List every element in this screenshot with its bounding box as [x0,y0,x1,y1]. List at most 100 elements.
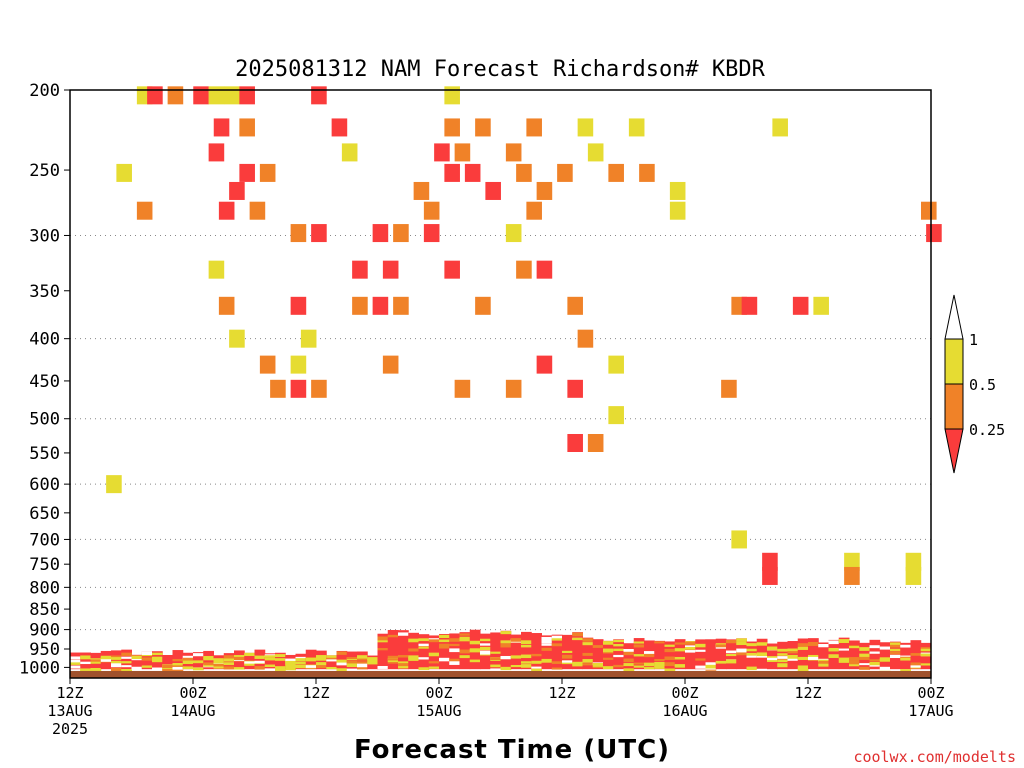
band-stripe [80,661,91,665]
heat-cell [218,201,235,220]
band-stripe [418,667,430,671]
band-stripe [664,648,676,653]
y-tick-label: 950 [29,640,60,660]
band-stripe [623,658,635,663]
band-stripe [654,658,665,662]
band-stripe [377,639,389,643]
band-stripe [111,667,122,672]
band-stripe [377,636,389,641]
band-stripe [654,661,665,666]
heat-cell [639,163,655,182]
band-cell [541,635,553,670]
band-stripe [213,659,225,664]
band-stripe [449,661,460,665]
heat-cell [669,201,686,220]
band-stripe [828,640,840,645]
band-stripe [541,636,553,641]
band-stripe [746,652,758,656]
band-stripe [141,651,153,656]
heat-cell [352,260,368,279]
heat-cell [423,224,440,243]
heat-cell [270,379,286,398]
band-cell [439,633,450,670]
band-stripe [603,641,614,645]
band-stripe [254,666,266,670]
band-stripe [818,659,829,662]
band-stripe [172,666,184,670]
x-tick-label: 16AUG [662,702,707,720]
band-stripe [869,662,881,666]
band-cell [326,655,337,670]
heat-cell [516,260,532,279]
heat-cell [208,86,225,105]
heat-cell [587,433,604,452]
band-stripe [756,668,768,672]
band-cell [838,637,850,670]
band-stripe [449,658,460,663]
y-axis: 200 250 300 350 400 450 500 550 600 650 700 750 8008… [19,81,70,678]
band-stripe [869,651,881,654]
heat-cell [444,163,460,182]
band-stripe [326,659,337,662]
band-stripe [541,640,553,644]
band-stripe [480,646,491,651]
band-stripe [408,638,419,643]
band-stripe [818,643,829,648]
band-stripe [613,639,624,643]
heat-cell [249,201,266,220]
band-stripe [152,667,163,670]
heat-cell [290,379,307,398]
band-stripe [223,662,235,666]
band-stripe [490,651,501,654]
band-stripe [695,643,706,647]
band-stripe [367,660,378,664]
band-stripe [510,655,522,659]
heat-cell [106,475,122,494]
band-stripe [275,668,286,671]
band-cell [695,639,706,670]
band-stripe [70,662,81,665]
band-stripe [582,659,594,663]
band-stripe [121,652,132,656]
credit-text[interactable]: coolwx.com/modelts [853,748,1016,766]
x-tick-label: 15AUG [416,702,461,720]
y-tick-label: 400 [29,330,60,350]
heat-cell [608,355,624,374]
band-stripe [387,660,399,664]
band-cell [500,630,512,670]
band-stripe [459,649,471,654]
heat-cell [352,296,368,315]
band-stripe [633,644,645,648]
band-stripe [387,658,399,661]
band-stripe [418,657,430,660]
band-stripe [705,662,717,667]
heat-cell [628,118,645,137]
band-stripe [275,666,286,670]
band-stripe [203,662,214,666]
band-stripe [80,668,91,672]
band-cell [705,639,717,670]
heat-cell [300,329,317,348]
band-stripe [900,655,911,658]
band-cell [849,640,860,670]
heat-cell [536,355,553,374]
band-stripe [305,665,317,668]
band-cell [521,631,532,670]
plot-frame [69,89,932,679]
heat-cell [505,224,522,243]
band-stripe [131,655,143,659]
band-stripe [654,641,665,644]
band-stripe [521,644,532,648]
band-stripe [398,666,409,669]
heat-cell [536,181,553,200]
heat-cell [926,224,942,243]
band-stripe [674,656,686,660]
heat-cell [208,143,225,162]
band-stripe [203,656,214,659]
x-tick-label: 00Z [425,684,452,702]
band-cell [808,638,819,670]
band-stripe [695,658,706,661]
heat-cell [475,296,491,315]
band-stripe [746,643,758,647]
legend-label: 0.5 [969,376,996,394]
